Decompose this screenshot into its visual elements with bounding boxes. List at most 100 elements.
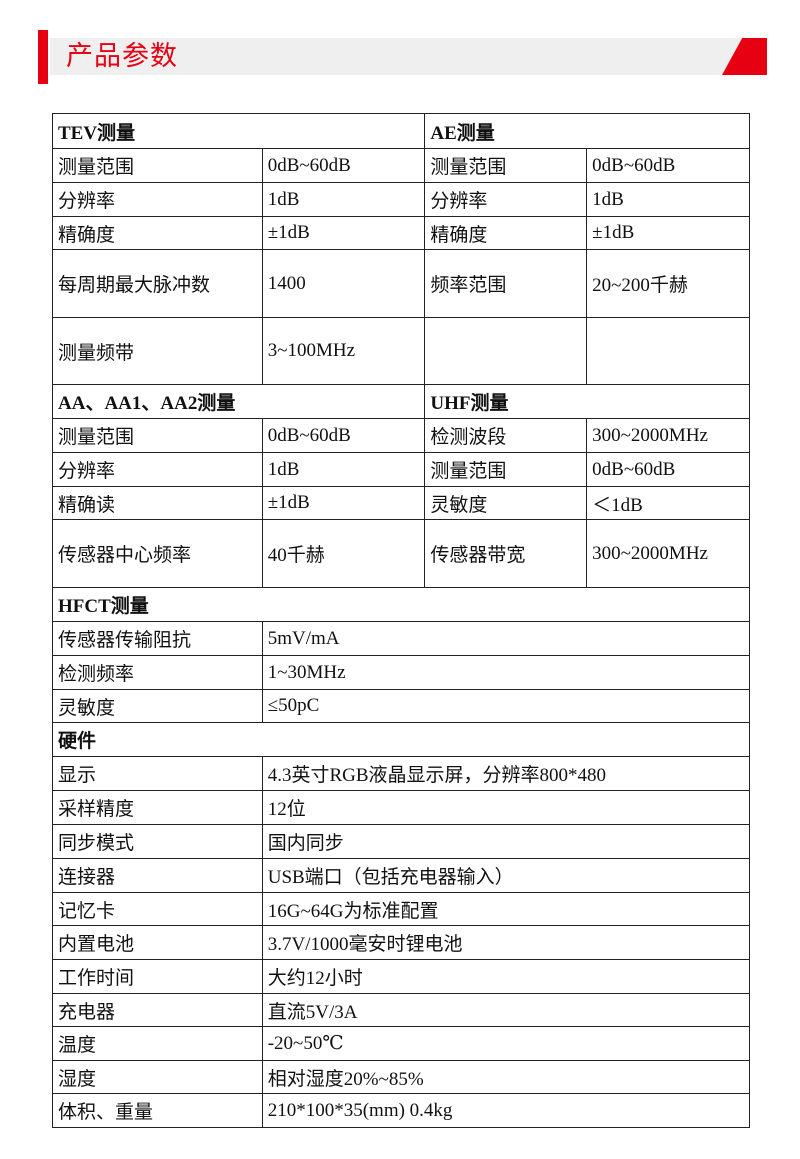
table-row: 温度 -20~50℃: [52, 1026, 751, 1061]
header-band: [50, 38, 750, 75]
table-row: 充电器 直流5V/3A: [52, 993, 751, 1027]
param-label: 传感器带宽: [424, 519, 588, 588]
table-row: 记忆卡 16G~64G为标准配置: [52, 892, 751, 926]
param-label: 分辨率: [424, 182, 588, 217]
param-label: 充电器: [52, 993, 263, 1027]
table-row: 精确读 ±1dB 灵敏度 ＜1dB: [52, 486, 750, 520]
param-value: -20~50℃: [261, 1026, 751, 1061]
section-header-row: AA、AA1、AA2测量 UHF测量: [51, 384, 750, 419]
table-row: 每周期最大脉冲数 1400 频率范围 20~200千赫: [52, 249, 750, 318]
param-value: 5mV/mA: [261, 621, 751, 656]
param-value: 1400: [261, 249, 426, 318]
param-label: 灵敏度: [52, 689, 263, 723]
table-row: 湿度 相对湿度20%~85%: [52, 1060, 751, 1094]
table-row: 分辨率 1dB 分辨率 1dB: [52, 182, 750, 217]
section-title: 硬件: [52, 722, 750, 757]
section-header-row: HFCT测量: [52, 587, 750, 622]
param-label: 精确度: [424, 216, 588, 250]
param-value: ±1dB: [586, 216, 750, 250]
spec-table: TEV测量 AE测量 测量范围 0dB~60dB 测量范围 0dB~60dB 分辨率 1dB 分…: [51, 113, 751, 1128]
param-label: 测量范围: [424, 148, 588, 183]
param-label: [424, 317, 588, 385]
param-label: 精确度: [52, 216, 263, 250]
param-value: 1dB: [261, 452, 426, 487]
table-row: 精确度 ±1dB 精确度 ±1dB: [52, 216, 750, 250]
table-row: 显示 4.3英寸RGB液晶显示屏，分辨率800*480: [52, 756, 751, 791]
param-label: 采样精度: [52, 790, 263, 825]
table-row: 同步模式 国内同步: [52, 824, 751, 859]
param-value: 210*100*35(mm) 0.4kg: [261, 1093, 751, 1128]
param-value: 3~100MHz: [261, 317, 426, 385]
param-label: 分辨率: [52, 452, 263, 487]
table-row: 测量范围 0dB~60dB 测量范围 0dB~60dB: [52, 148, 750, 183]
param-value: 0dB~60dB: [586, 452, 750, 487]
table-row: 传感器传输阻抗 5mV/mA: [52, 621, 751, 656]
param-value: 1~30MHz: [261, 655, 751, 690]
param-label: 湿度: [52, 1060, 263, 1094]
param-label: 测量频带: [52, 317, 263, 385]
param-label: 记忆卡: [52, 892, 263, 926]
section-title: AE测量: [424, 113, 750, 149]
param-value: 300~2000MHz: [586, 519, 750, 588]
param-value: 0dB~60dB: [586, 148, 750, 183]
param-value: 3.7V/1000毫安时锂电池: [261, 925, 751, 960]
param-value: 1dB: [261, 182, 426, 217]
section-header-row: 硬件: [52, 722, 750, 757]
param-value: USB端口（包括充电器输入）: [261, 858, 751, 893]
param-label: 内置电池: [52, 925, 263, 960]
param-value: 20~200千赫: [586, 249, 750, 318]
table-row: 连接器 USB端口（包括充电器输入）: [52, 858, 751, 893]
param-value: 直流5V/3A: [261, 993, 751, 1027]
param-label: 连接器: [52, 858, 263, 893]
param-label: 频率范围: [424, 249, 588, 318]
param-value: 12位: [261, 790, 751, 825]
param-label: 精确读: [52, 486, 263, 520]
param-label: 检测频率: [52, 655, 263, 690]
param-value: 4.3英寸RGB液晶显示屏，分辨率800*480: [261, 756, 751, 791]
param-value: 16G~64G为标准配置: [261, 892, 751, 926]
param-label: 测量范围: [52, 418, 263, 453]
table-row: 检测频率 1~30MHz: [52, 655, 751, 690]
param-label: 分辨率: [52, 182, 263, 217]
param-value: 相对湿度20%~85%: [261, 1060, 751, 1094]
param-value: 300~2000MHz: [586, 418, 750, 453]
param-value: 1dB: [586, 182, 750, 217]
param-label: 传感器传输阻抗: [52, 621, 263, 656]
table-row: 内置电池 3.7V/1000毫安时锂电池: [52, 925, 751, 960]
param-label: 测量范围: [52, 148, 263, 183]
table-row: 测量频带 3~100MHz: [52, 317, 750, 385]
section-title: UHF测量: [424, 384, 750, 419]
param-label: 显示: [52, 756, 263, 791]
param-value: 40千赫: [261, 519, 426, 588]
page-title: 产品参数: [66, 41, 178, 72]
param-label: 温度: [52, 1026, 263, 1061]
header-accent-bar: [38, 30, 48, 84]
table-row: 采样精度 12位: [52, 790, 751, 825]
param-label: 检测波段: [424, 418, 588, 453]
table-row: 传感器中心频率 40千赫 传感器带宽 300~2000MHz: [52, 519, 750, 588]
param-value: ±1dB: [261, 486, 426, 520]
param-value: 大约12小时: [261, 959, 751, 994]
param-label: 同步模式: [52, 824, 263, 859]
param-value: ＜1dB: [586, 486, 750, 520]
param-label: 每周期最大脉冲数: [52, 249, 263, 318]
section-title: HFCT测量: [52, 587, 750, 622]
table-row: 工作时间 大约12小时: [52, 959, 751, 994]
section-title: TEV测量: [51, 113, 426, 149]
table-row: 分辨率 1dB 测量范围 0dB~60dB: [52, 452, 750, 487]
param-value: ≤50pC: [261, 689, 751, 723]
param-value: ±1dB: [261, 216, 426, 250]
table-row: 测量范围 0dB~60dB 检测波段 300~2000MHz: [52, 418, 750, 453]
section-title: AA、AA1、AA2测量: [51, 384, 426, 419]
param-value: 0dB~60dB: [261, 148, 426, 183]
param-value: [586, 317, 750, 385]
param-label: 灵敏度: [424, 486, 588, 520]
param-value: 国内同步: [261, 824, 751, 859]
table-row: 灵敏度 ≤50pC: [52, 689, 751, 723]
param-label: 体积、重量: [52, 1093, 263, 1128]
section-header-row: TEV测量 AE测量: [51, 113, 750, 149]
param-label: 测量范围: [424, 452, 588, 487]
param-label: 传感器中心频率: [52, 519, 263, 588]
param-value: 0dB~60dB: [261, 418, 426, 453]
param-label: 工作时间: [52, 959, 263, 994]
